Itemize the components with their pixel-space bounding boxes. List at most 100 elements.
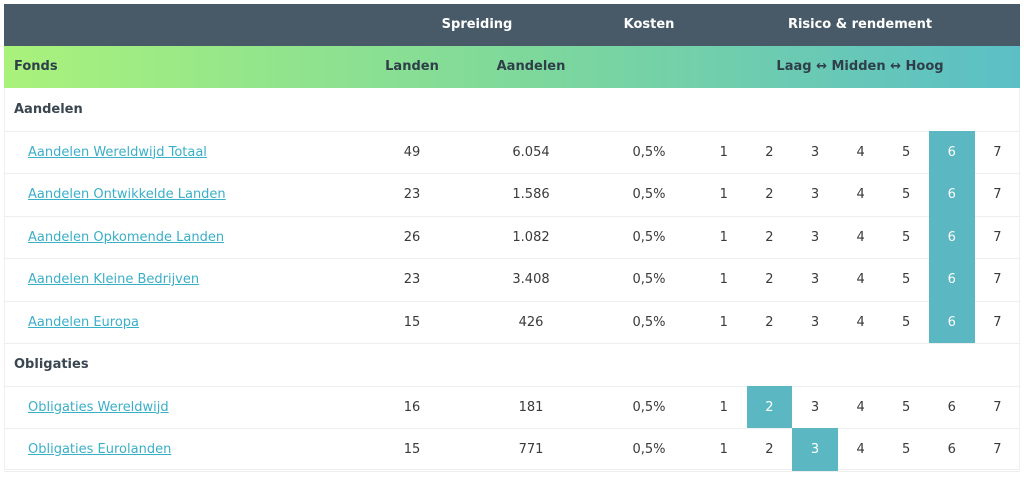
risk-level: 4 <box>856 187 865 202</box>
kosten: 0,5% <box>632 229 666 245</box>
section-title: Obligaties <box>14 357 89 372</box>
risk-highlight <box>929 215 975 258</box>
landen: 49 <box>403 144 421 160</box>
risk-highlight <box>746 385 793 428</box>
risk-level: 5 <box>902 272 911 287</box>
aandelen: 6.054 <box>512 144 550 160</box>
risk-level: 6 <box>947 442 956 457</box>
risk-level: 6 <box>947 399 956 415</box>
header-scale: Laag ↔ Midden ↔ Hoog <box>776 59 944 74</box>
kosten: 0,5% <box>632 442 666 457</box>
header-fonds: Fonds <box>14 59 58 74</box>
risk-level: 2 <box>765 314 774 330</box>
risk-level: 5 <box>902 399 911 415</box>
risk-level: 6 <box>947 314 956 330</box>
risk-level: 6 <box>947 187 956 202</box>
risk-level: 2 <box>765 187 774 202</box>
risk-highlight <box>929 258 975 301</box>
risk-level: 4 <box>856 272 865 287</box>
risk-level: 3 <box>810 144 820 160</box>
aandelen: 181 <box>518 399 544 415</box>
kosten: 0,5% <box>632 144 666 160</box>
risk-level: 6 <box>947 272 956 287</box>
fund-link[interactable]: Aandelen Europa <box>28 314 140 330</box>
risk-level: 2 <box>765 399 774 415</box>
aandelen: 1.586 <box>512 187 550 202</box>
risk-level: 2 <box>765 442 774 457</box>
risk-level: 3 <box>810 272 820 287</box>
risk-level: 4 <box>856 442 865 457</box>
landen: 23 <box>403 187 421 202</box>
risk-level: 1 <box>719 187 728 202</box>
risk-level: 5 <box>902 144 911 160</box>
header-kosten: Kosten <box>623 17 675 32</box>
row-divider <box>4 385 1020 387</box>
aandelen: 426 <box>518 314 544 330</box>
risk-level: 3 <box>810 229 820 245</box>
risk-highlight <box>792 428 838 471</box>
risk-level: 4 <box>856 229 865 245</box>
risk-level: 5 <box>902 442 911 457</box>
fund-link[interactable]: Obligaties Wereldwijd <box>28 399 169 415</box>
risk-level: 1 <box>719 229 728 245</box>
risk-highlight <box>929 173 975 216</box>
fund-link[interactable]: Obligaties Eurolanden <box>28 442 172 457</box>
fund-link[interactable]: Aandelen Opkomende Landen <box>28 229 225 245</box>
kosten: 0,5% <box>632 187 666 202</box>
risk-level: 1 <box>719 144 728 160</box>
landen: 15 <box>403 442 421 457</box>
risk-level: 7 <box>993 442 1002 457</box>
row-divider <box>4 343 1020 344</box>
kosten: 0,5% <box>632 272 666 287</box>
row-divider <box>4 173 1020 174</box>
risk-level: 5 <box>902 229 911 245</box>
header-risico: Risico & rendement <box>787 17 933 32</box>
fund-link[interactable]: Aandelen Ontwikkelde Landen <box>28 187 226 202</box>
fund-link[interactable]: Aandelen Wereldwijd Totaal <box>28 144 207 160</box>
header-aandelen: Aandelen <box>496 59 566 74</box>
row-divider <box>4 470 1020 472</box>
risk-level: 7 <box>993 229 1002 245</box>
risk-level: 2 <box>765 272 774 287</box>
landen: 26 <box>403 229 421 245</box>
header-landen: Landen <box>385 59 439 74</box>
landen: 16 <box>403 399 421 415</box>
risk-level: 1 <box>719 314 728 330</box>
kosten: 0,5% <box>632 314 666 330</box>
aandelen: 1.082 <box>512 229 550 245</box>
risk-level: 7 <box>993 399 1002 415</box>
row-divider <box>4 300 1020 302</box>
risk-highlight <box>929 300 975 343</box>
risk-level: 7 <box>993 187 1002 202</box>
landen: 23 <box>403 272 421 287</box>
risk-level: 5 <box>902 187 911 202</box>
risk-level: 3 <box>810 187 820 202</box>
subheader-bar <box>4 46 1020 88</box>
risk-level: 1 <box>719 442 728 457</box>
aandelen: 771 <box>518 442 544 457</box>
aandelen: 3.408 <box>512 272 550 287</box>
kosten: 0,5% <box>632 399 666 415</box>
section-title: Aandelen <box>14 102 83 117</box>
row-divider <box>4 258 1020 259</box>
risk-level: 7 <box>993 314 1002 330</box>
risk-level: 3 <box>810 442 820 457</box>
risk-level: 7 <box>993 272 1002 287</box>
row-divider <box>4 215 1020 217</box>
risk-level: 1 <box>719 272 728 287</box>
header-bar <box>4 4 1020 46</box>
risk-level: 3 <box>810 399 820 415</box>
fund-link[interactable]: Aandelen Kleine Bedrijven <box>28 272 200 287</box>
table-frame <box>4 88 1020 470</box>
risk-level: 2 <box>765 144 774 160</box>
row-divider <box>4 428 1020 429</box>
risk-level: 4 <box>856 314 865 330</box>
landen: 15 <box>403 314 421 330</box>
risk-level: 2 <box>765 229 774 245</box>
risk-level: 1 <box>719 399 728 415</box>
risk-level: 4 <box>856 144 865 160</box>
risk-level: 7 <box>993 144 1002 160</box>
risk-level: 4 <box>856 399 865 415</box>
risk-level: 3 <box>810 314 820 330</box>
